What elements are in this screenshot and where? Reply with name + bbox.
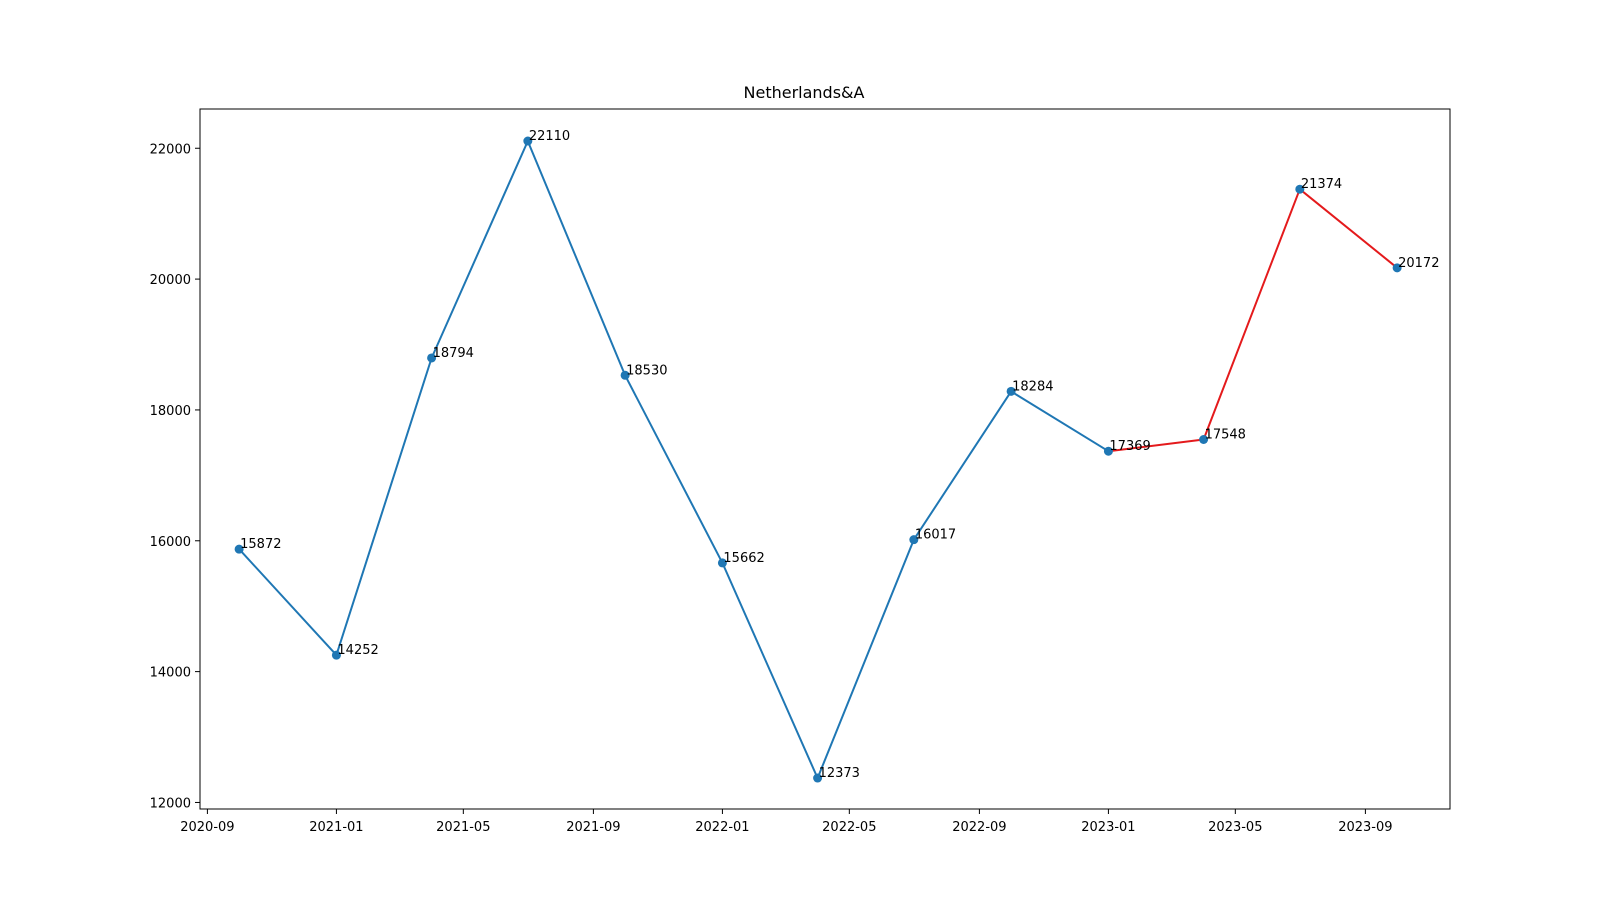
x-tick-label: 2021-05 (436, 820, 490, 835)
data-label: 15662 (723, 551, 764, 566)
series-line-1 (238, 140, 1109, 780)
x-tick-label: 2021-09 (566, 820, 620, 835)
data-point (1103, 446, 1113, 456)
markers-layer (234, 136, 1402, 783)
data-point (523, 136, 533, 146)
data-label: 15872 (240, 537, 281, 552)
data-point (1392, 263, 1402, 273)
data-label: 21374 (1301, 177, 1342, 192)
plot-frame (199, 108, 1451, 810)
y-tick-label: 16000 (150, 535, 191, 550)
y-tick-label: 14000 (150, 666, 191, 681)
data-point (1006, 386, 1016, 396)
y-axis: 12000 14000 16000 18000 20000 22000 (150, 142, 200, 811)
x-axis: 2020-09 2021-01 2021-05 2021-09 2022-01 2022-… (180, 809, 1393, 835)
data-point (234, 544, 244, 554)
y-tick-label: 20000 (150, 273, 191, 288)
data-point (427, 353, 437, 363)
data-point (717, 558, 727, 568)
data-label: 16017 (915, 528, 956, 543)
x-tick-label: 2023-01 (1081, 820, 1135, 835)
data-labels: 15872 14252 18794 22110 18530 15662 12373 16017… (240, 129, 1439, 781)
data-point (620, 370, 630, 380)
y-tick-label: 22000 (150, 142, 191, 157)
data-label: 17548 (1205, 428, 1246, 443)
data-label: 14252 (337, 643, 378, 658)
data-point (813, 773, 823, 783)
data-point (1199, 435, 1209, 445)
x-tick-label: 2023-05 (1208, 820, 1262, 835)
x-tick-label: 2022-09 (952, 820, 1006, 835)
x-tick-label: 2022-01 (695, 820, 749, 835)
x-tick-label: 2023-09 (1338, 820, 1392, 835)
data-label: 20172 (1398, 256, 1439, 271)
data-point (331, 650, 341, 660)
y-tick-label: 12000 (150, 796, 191, 811)
series-layer (238, 140, 1398, 780)
x-tick-label: 2021-01 (309, 820, 363, 835)
chart-title: Netherlands&A (744, 83, 865, 102)
series-line-2 (1108, 188, 1398, 453)
data-label: 12373 (819, 766, 860, 781)
x-tick-label: 2020-09 (180, 820, 234, 835)
data-label: 18530 (626, 363, 667, 378)
data-label: 22110 (529, 129, 570, 144)
x-tick-label: 2022-05 (822, 820, 876, 835)
data-point (1295, 184, 1305, 194)
data-label: 18794 (433, 346, 474, 361)
data-point (909, 535, 919, 545)
data-label: 17369 (1109, 439, 1150, 454)
y-tick-label: 18000 (150, 404, 191, 419)
data-label: 18284 (1012, 379, 1053, 394)
